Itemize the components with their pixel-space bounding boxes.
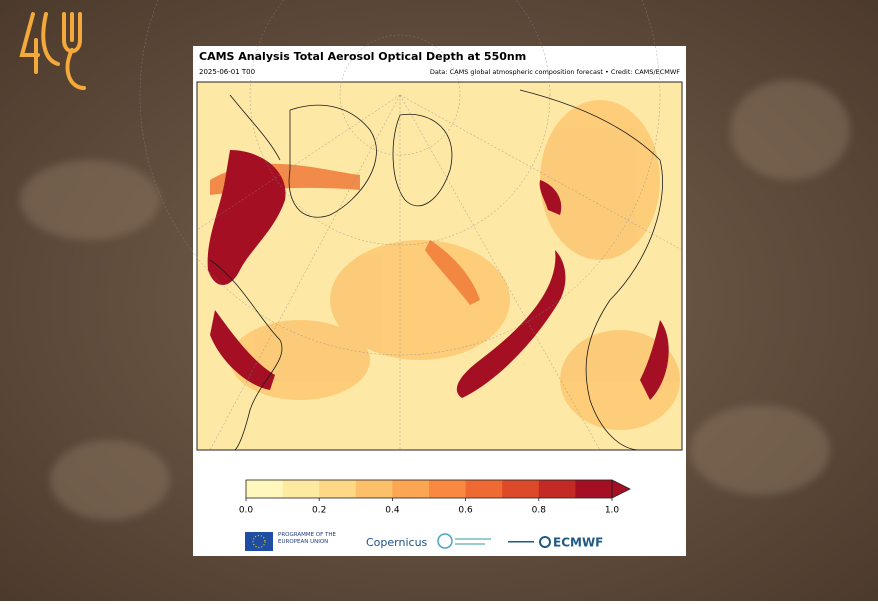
colorbar: 0.0 0.2 0.4 0.6 0.8 1.0 xyxy=(239,479,631,516)
service-logo xyxy=(437,533,491,549)
colorbar-bin xyxy=(502,480,540,498)
colorbar-bin xyxy=(246,480,283,498)
colorbar-bin xyxy=(355,480,393,498)
colorbar-bin xyxy=(282,480,320,498)
colorbar-bin xyxy=(575,480,613,498)
colorbar-tick-label: 0.8 xyxy=(532,506,547,516)
colorbar-bin xyxy=(465,480,503,498)
colorbar-bin xyxy=(429,480,466,498)
eu-text: PROGRAMME OF THE EUROPEAN UNION xyxy=(278,532,337,545)
date: 2025-06-01 T00 xyxy=(199,68,255,76)
eu-logo: PROGRAMME OF THE EUROPEAN UNION xyxy=(245,532,337,551)
ecmwf-text: ECMWF xyxy=(553,536,603,550)
colorbar-tick-label: 1.0 xyxy=(605,506,620,516)
site-logo xyxy=(19,12,86,90)
title: CAMS Analysis Total Aerosol Optical Dept… xyxy=(199,50,526,63)
background-texture xyxy=(20,80,850,520)
colorbar-tick-label: 0.0 xyxy=(239,506,254,516)
colorbar-bin xyxy=(392,480,430,498)
copernicus-logo: Copernicus xyxy=(366,536,428,549)
colorbar-bin xyxy=(319,480,357,498)
colorbar-tick-label: 0.6 xyxy=(458,506,473,516)
credit: Data: CAMS global atmospheric compositio… xyxy=(430,68,680,76)
map xyxy=(139,0,683,451)
colorbar-bin xyxy=(538,480,576,498)
colorbar-frame xyxy=(245,479,613,499)
colorbar-tick-label: 0.4 xyxy=(385,506,400,516)
colorbar-tick-label: 0.2 xyxy=(312,506,326,516)
ecmwf-logo: ECMWF xyxy=(508,536,603,550)
